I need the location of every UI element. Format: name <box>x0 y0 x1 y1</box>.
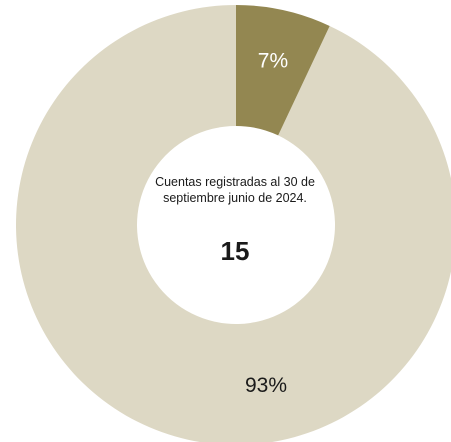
slice-1 <box>236 5 330 136</box>
slice-label-0: 93% <box>245 374 287 397</box>
center-value: 15 <box>220 236 250 266</box>
center-caption: Cuentas registradas al 30 de septiembre … <box>155 175 315 205</box>
slice-label-1: 7% <box>258 50 288 73</box>
slice-0 <box>16 5 451 442</box>
